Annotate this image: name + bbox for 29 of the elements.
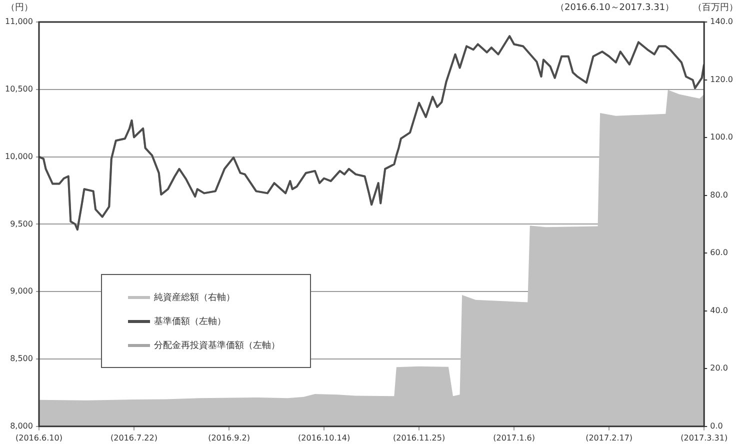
y-tick-label: 9,500 <box>10 219 33 228</box>
y2-tick-label: 100.0 <box>710 132 734 142</box>
y-tick-label: 8,000 <box>10 421 33 430</box>
y2-axis-title: （百万円） <box>693 2 738 13</box>
legend-label: 基準価額（左軸） <box>154 316 226 328</box>
y-tick-label: 9,000 <box>10 286 33 296</box>
y-tick-label: 11,000 <box>4 17 33 26</box>
y-tick-label: 8,500 <box>10 354 33 364</box>
y2-tick-label: 20.0 <box>710 364 728 373</box>
y-axis-title: （円） <box>6 2 33 13</box>
y2-tick-label: 120.0 <box>710 74 734 84</box>
chart-subtitle: （2016.6.10～2017.3.31） <box>555 2 674 13</box>
x-tick-label: (2017.2.17) <box>586 433 633 442</box>
y2-tick-label: 60.0 <box>710 248 728 258</box>
x-tick-label: (2017.1.6) <box>493 433 536 442</box>
y2-tick-label: 80.0 <box>710 190 728 200</box>
x-tick-label: (2016.11.25) <box>393 433 446 442</box>
y2-tick-label: 0.0 <box>710 421 723 430</box>
y2-tick-label: 140.0 <box>710 17 734 26</box>
y-tick-label: 10,000 <box>4 152 33 161</box>
legend-label: 分配金再投資基準価額（左軸） <box>154 340 280 352</box>
x-tick-label: (2016.9.2) <box>208 433 250 442</box>
y2-tick-label: 40.0 <box>710 306 728 315</box>
x-tick-label: (2016.6.10) <box>16 433 62 442</box>
x-tick-label: (2016.10.14) <box>298 433 350 442</box>
x-tick-label: (2016.7.22) <box>110 433 158 442</box>
x-tick-label: (2017.3.31) <box>680 433 728 442</box>
y-tick-label: 10,500 <box>4 84 33 94</box>
legend-label: 純資産総額（右軸） <box>154 292 235 304</box>
